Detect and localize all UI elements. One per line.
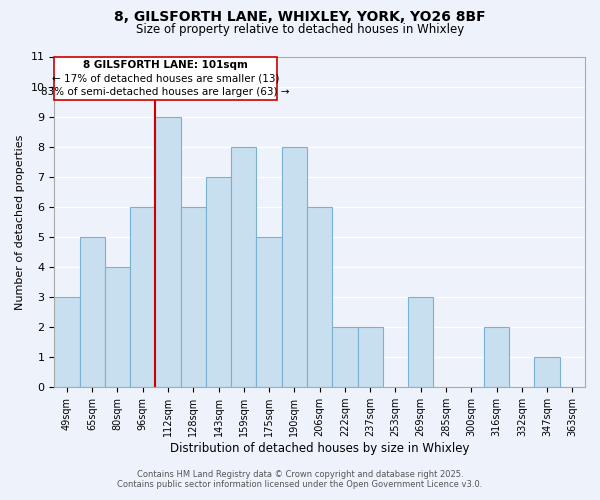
Bar	[105, 267, 130, 387]
Bar	[535, 357, 560, 387]
Bar	[181, 207, 206, 387]
Bar	[130, 207, 155, 387]
Text: Contains HM Land Registry data © Crown copyright and database right 2025.
Contai: Contains HM Land Registry data © Crown c…	[118, 470, 482, 489]
Text: ← 17% of detached houses are smaller (13): ← 17% of detached houses are smaller (13…	[52, 74, 279, 84]
Bar	[256, 237, 282, 387]
Y-axis label: Number of detached properties: Number of detached properties	[15, 134, 25, 310]
Bar	[358, 327, 383, 387]
Text: 8, GILSFORTH LANE, WHIXLEY, YORK, YO26 8BF: 8, GILSFORTH LANE, WHIXLEY, YORK, YO26 8…	[114, 10, 486, 24]
Bar	[484, 327, 509, 387]
Bar	[80, 237, 105, 387]
Bar	[282, 146, 307, 387]
Text: 8 GILSFORTH LANE: 101sqm: 8 GILSFORTH LANE: 101sqm	[83, 60, 248, 70]
Bar	[231, 146, 256, 387]
Text: Size of property relative to detached houses in Whixley: Size of property relative to detached ho…	[136, 22, 464, 36]
FancyBboxPatch shape	[54, 56, 277, 100]
Bar	[408, 297, 433, 387]
X-axis label: Distribution of detached houses by size in Whixley: Distribution of detached houses by size …	[170, 442, 469, 455]
Bar	[307, 207, 332, 387]
Bar	[332, 327, 358, 387]
Bar	[206, 177, 231, 387]
Bar	[155, 116, 181, 387]
Text: 83% of semi-detached houses are larger (63) →: 83% of semi-detached houses are larger (…	[41, 87, 290, 97]
Bar	[54, 297, 80, 387]
